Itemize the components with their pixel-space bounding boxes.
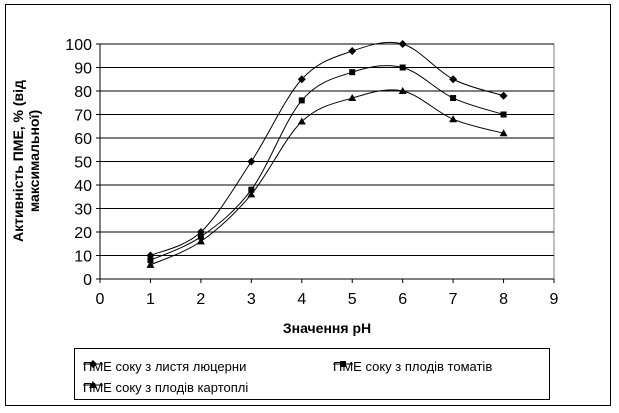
square-marker [298, 97, 305, 104]
square-marker [147, 257, 154, 264]
y-tick-label: 90 [74, 61, 92, 78]
x-tick-label: 1 [146, 291, 155, 308]
diamond-marker [297, 75, 306, 84]
series-line-triangle [150, 89, 504, 266]
legend-label-tomato: ПМЕ соку з плодів томатів [333, 359, 493, 374]
diamond-marker [449, 75, 458, 84]
square-marker [248, 186, 255, 193]
triangle-marker [297, 117, 306, 125]
y-axis-title-line-2: максимальної) [26, 110, 42, 212]
triangle-marker [146, 260, 155, 268]
diamond-marker [398, 40, 407, 48]
y-axis-title-line-1: Активність ПМЕ, % (від [10, 80, 26, 242]
square-marker [450, 95, 457, 102]
diamond-marker [348, 47, 357, 56]
x-tick-labels: 0 1 2 3 4 5 6 7 8 9 [96, 291, 559, 308]
x-tick-label: 9 [550, 291, 559, 308]
square-marker [349, 69, 356, 76]
triangle-marker-icon [83, 381, 103, 388]
square-marker [399, 64, 406, 71]
legend-item-potato: ПМЕ соку з плодів картоплі [83, 380, 248, 395]
triangle-marker [499, 129, 508, 137]
diamond-marker [247, 157, 256, 166]
x-tick-label: 8 [499, 291, 508, 308]
series-markers [146, 40, 508, 268]
y-tick-label: 50 [74, 155, 92, 172]
diamond-marker-icon [83, 360, 103, 368]
triangle-marker [196, 237, 205, 245]
legend: ПМЕ соку з листя люцерни ПМЕ соку з плод… [74, 348, 550, 400]
y-tick-label: 20 [74, 225, 92, 242]
y-tick-label: 80 [74, 84, 92, 101]
triangle-marker [247, 190, 256, 198]
x-tick-label: 3 [247, 291, 256, 308]
y-tick-label: 0 [83, 272, 92, 289]
square-marker-icon [333, 361, 353, 367]
y-tick-label: 40 [74, 178, 92, 195]
square-marker [500, 111, 507, 118]
legend-item-tomato: ПМЕ соку з плодів томатів [333, 359, 492, 374]
triangle-marker [398, 87, 407, 94]
y-tick-labels: 0 10 20 30 40 50 60 70 80 90 100 [65, 37, 92, 289]
legend-item-alfalfa: ПМЕ соку з листя люцерни [83, 359, 246, 374]
x-tick-label: 5 [348, 291, 357, 308]
triangle-marker [449, 115, 458, 123]
y-tick-label: 10 [74, 249, 92, 266]
y-tick-label: 100 [65, 37, 92, 54]
legend-label-potato: ПМЕ соку з плодів картоплі [83, 380, 249, 395]
y-tick-label: 60 [74, 131, 92, 148]
x-tick-label: 7 [449, 291, 458, 308]
legend-label-alfalfa: ПМЕ соку з листя люцерни [83, 359, 247, 374]
x-tick-label: 6 [398, 291, 407, 308]
x-axis-title: Значення pH [283, 320, 371, 336]
series-line-diamond [150, 41, 504, 256]
y-tick-label: 30 [74, 202, 92, 219]
x-tick-label: 0 [96, 291, 105, 308]
diamond-marker [499, 91, 508, 100]
gridlines [100, 43, 554, 256]
series-line-square [150, 65, 504, 261]
x-tick-label: 2 [196, 291, 205, 308]
y-tick-label: 70 [74, 108, 92, 125]
x-tick-label: 4 [297, 291, 306, 308]
triangle-marker [348, 94, 357, 102]
series-lines [150, 41, 504, 266]
square-marker [197, 233, 204, 240]
axes [96, 43, 555, 283]
